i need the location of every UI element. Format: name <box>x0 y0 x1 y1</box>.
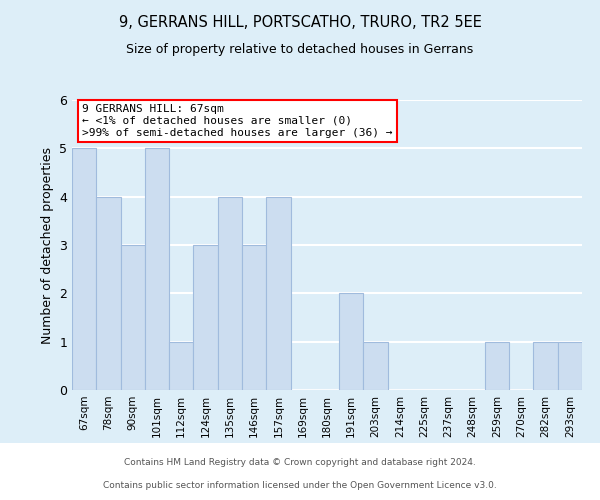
Text: Contains HM Land Registry data © Crown copyright and database right 2024.: Contains HM Land Registry data © Crown c… <box>124 458 476 467</box>
Bar <box>364 342 388 390</box>
Text: 9 GERRANS HILL: 67sqm
← <1% of detached houses are smaller (0)
>99% of semi-deta: 9 GERRANS HILL: 67sqm ← <1% of detached … <box>82 104 392 138</box>
Y-axis label: Number of detached properties: Number of detached properties <box>41 146 53 344</box>
Bar <box>121 245 145 390</box>
Text: 9, GERRANS HILL, PORTSCATHO, TRURO, TR2 5EE: 9, GERRANS HILL, PORTSCATHO, TRURO, TR2 … <box>119 15 481 30</box>
Bar <box>533 342 558 390</box>
Bar <box>558 342 582 390</box>
Bar <box>96 196 121 390</box>
Bar <box>485 342 509 390</box>
Bar <box>145 148 169 390</box>
X-axis label: Distribution of detached houses by size in Gerrans: Distribution of detached houses by size … <box>169 442 485 456</box>
Bar <box>266 196 290 390</box>
Bar <box>72 148 96 390</box>
Bar <box>218 196 242 390</box>
Bar <box>339 294 364 390</box>
Bar <box>169 342 193 390</box>
Bar <box>193 245 218 390</box>
Text: Contains public sector information licensed under the Open Government Licence v3: Contains public sector information licen… <box>103 481 497 490</box>
Bar <box>242 245 266 390</box>
Text: Size of property relative to detached houses in Gerrans: Size of property relative to detached ho… <box>127 42 473 56</box>
